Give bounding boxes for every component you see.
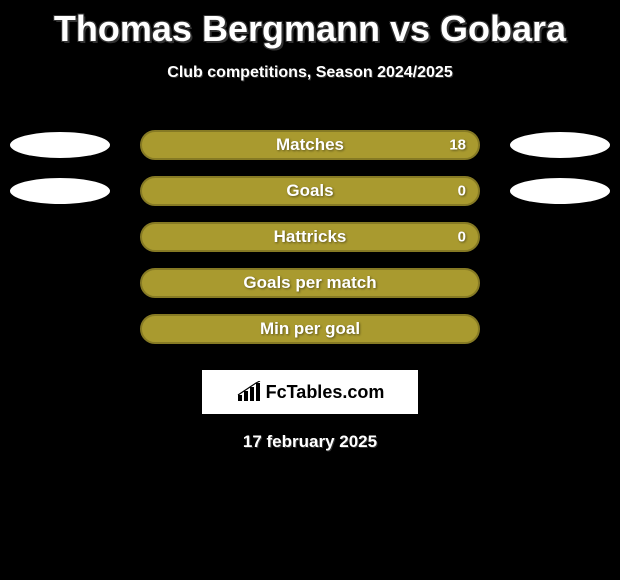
page-title: Thomas Bergmann vs Gobara bbox=[0, 0, 620, 50]
stat-bar: Goals0 bbox=[140, 176, 480, 206]
stat-bar: Hattricks0 bbox=[140, 222, 480, 252]
stat-row: Matches18 bbox=[0, 122, 620, 168]
stat-row: Goals per match bbox=[0, 260, 620, 306]
chart-bars-icon bbox=[236, 381, 262, 403]
stat-row: Min per goal bbox=[0, 306, 620, 352]
date-text: 17 february 2025 bbox=[0, 432, 620, 452]
left-value-ellipse bbox=[10, 178, 110, 204]
stat-value-right: 18 bbox=[449, 137, 466, 154]
stat-row: Hattricks0 bbox=[0, 214, 620, 260]
logo-text: FcTables.com bbox=[266, 382, 385, 403]
stat-label: Goals bbox=[142, 181, 478, 201]
stat-row: Goals0 bbox=[0, 168, 620, 214]
stat-bar: Matches18 bbox=[140, 130, 480, 160]
left-value-ellipse bbox=[10, 132, 110, 158]
stat-value-right: 0 bbox=[458, 183, 466, 200]
stat-label: Min per goal bbox=[142, 319, 478, 339]
stat-label: Matches bbox=[142, 135, 478, 155]
stat-label: Hattricks bbox=[142, 227, 478, 247]
logo-box: FcTables.com bbox=[202, 370, 418, 414]
stats-container: Matches18Goals0Hattricks0Goals per match… bbox=[0, 122, 620, 352]
stat-bar: Min per goal bbox=[140, 314, 480, 344]
right-value-ellipse bbox=[510, 132, 610, 158]
stat-value-right: 0 bbox=[458, 229, 466, 246]
logo: FcTables.com bbox=[236, 381, 385, 403]
right-value-ellipse bbox=[510, 178, 610, 204]
subtitle: Club competitions, Season 2024/2025 bbox=[0, 64, 620, 82]
stat-label: Goals per match bbox=[142, 273, 478, 293]
stat-bar: Goals per match bbox=[140, 268, 480, 298]
